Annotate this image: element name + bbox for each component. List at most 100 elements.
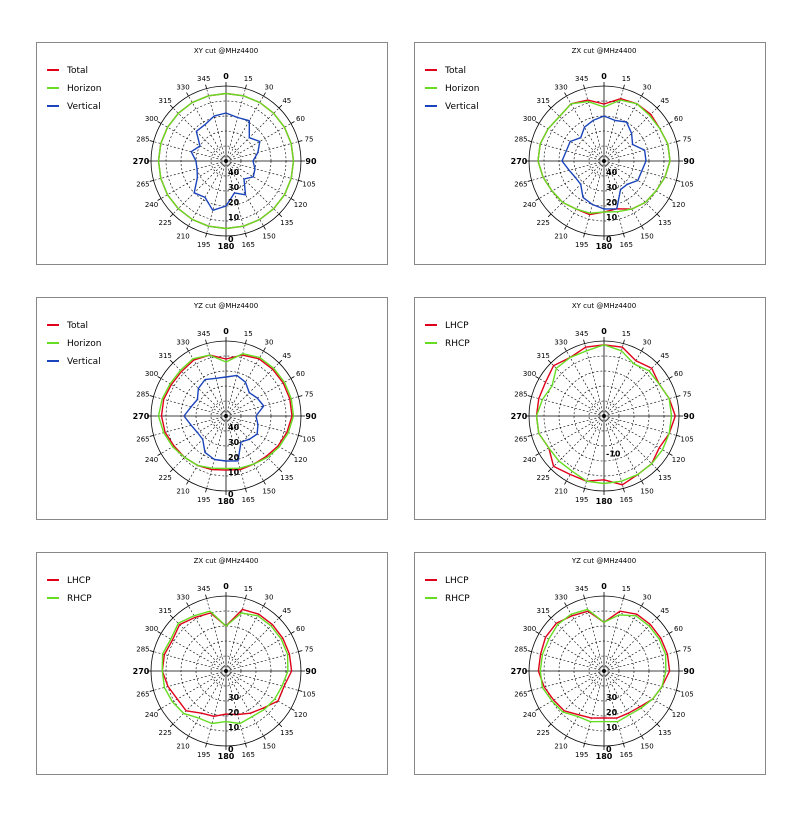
series-line-horizon — [537, 99, 671, 214]
angle-tick — [186, 347, 189, 352]
angle-tick — [547, 614, 552, 619]
legend-label: RHCP — [445, 339, 470, 349]
grid-spoke — [225, 605, 264, 672]
angle-tick — [583, 339, 585, 344]
grid-spoke — [603, 378, 670, 417]
angle-label: 285 — [136, 136, 149, 144]
angle-label: 270 — [133, 667, 150, 676]
angle-label: 120 — [294, 201, 307, 209]
angle-tick — [245, 339, 247, 344]
grid-spoke — [538, 160, 605, 199]
angle-tick — [169, 213, 174, 218]
legend: LHCP RHCP — [425, 321, 470, 349]
angle-tick — [623, 84, 625, 89]
legend-label: Total — [444, 66, 466, 76]
grid-spoke — [584, 343, 605, 417]
angle-tick — [298, 140, 303, 142]
grid-spoke — [225, 598, 246, 672]
angle-label: 240 — [145, 456, 158, 464]
angle-tick — [169, 104, 174, 109]
grid-spoke — [584, 598, 605, 672]
legend-label: LHCP — [445, 321, 469, 331]
angle-tick — [186, 602, 189, 607]
grid-spoke — [603, 160, 670, 199]
angle-tick — [290, 708, 295, 711]
angle-label: 345 — [575, 75, 588, 83]
grid-spoke — [584, 670, 605, 744]
angle-label: 285 — [136, 646, 149, 654]
chart-panel-3: YZ cut @MHz4400 0 15 30 45 60 75 90 105 120 135 150… — [36, 297, 388, 520]
angle-label: 45 — [282, 97, 291, 105]
grid-spoke — [160, 160, 227, 199]
angle-label: 0 — [223, 72, 229, 81]
angle-tick — [278, 723, 283, 728]
angle-label: 225 — [537, 219, 550, 227]
angle-tick — [564, 480, 567, 485]
grid-spoke — [603, 670, 642, 737]
angle-tick — [623, 339, 625, 344]
angle-label: 330 — [176, 594, 189, 602]
angle-tick — [623, 594, 625, 599]
grid-spoke — [225, 378, 292, 417]
angle-label: 240 — [145, 201, 158, 209]
angle-label: 15 — [622, 585, 631, 593]
grid-spoke — [566, 415, 605, 482]
angle-tick — [157, 121, 162, 124]
angle-label: 0 — [223, 582, 229, 591]
legend: Total Horizon Vertical — [425, 66, 479, 112]
angle-tick — [641, 602, 644, 607]
grid-spoke — [172, 362, 227, 417]
angle-tick — [278, 468, 283, 473]
angle-tick — [157, 198, 162, 201]
angle-tick — [535, 708, 540, 711]
radial-label: 30 — [606, 693, 618, 702]
angle-label: 165 — [242, 496, 255, 504]
angle-label: 265 — [514, 690, 527, 698]
series-line-horizon — [157, 353, 295, 470]
series-line-rhcp — [161, 610, 289, 725]
legend-label: Vertical — [67, 357, 101, 367]
angle-label: 195 — [575, 241, 588, 249]
grid-spoke — [603, 123, 670, 162]
legend-label: RHCP — [67, 594, 92, 604]
angle-label: 240 — [145, 711, 158, 719]
angle-tick — [186, 735, 189, 740]
angle-label: 330 — [554, 594, 567, 602]
grid-spoke — [225, 350, 264, 417]
angle-label: 120 — [294, 711, 307, 719]
angle-label: 300 — [523, 625, 536, 633]
grid-spoke — [538, 123, 605, 162]
grid-spoke — [603, 605, 642, 672]
angle-label: 330 — [176, 84, 189, 92]
grid-spoke — [538, 670, 605, 709]
series-line-vertical — [190, 112, 261, 212]
angle-tick — [290, 121, 295, 124]
grid-spoke — [225, 123, 292, 162]
angle-label: 315 — [159, 352, 172, 360]
angle-label: 315 — [537, 352, 550, 360]
grid-spoke — [160, 633, 227, 672]
angle-label: 330 — [554, 84, 567, 92]
grid-spoke — [225, 415, 246, 489]
grid-spoke — [603, 670, 658, 725]
angle-tick — [263, 92, 266, 97]
angle-label: 225 — [159, 219, 172, 227]
legend-label: RHCP — [445, 594, 470, 604]
radial-label: 20 — [606, 708, 618, 717]
grid-spoke — [531, 651, 605, 672]
angle-tick — [169, 723, 174, 728]
grid-spoke — [188, 95, 227, 162]
angle-tick — [623, 233, 625, 238]
angle-label: 210 — [554, 742, 567, 750]
radial-label: 0 — [228, 490, 234, 499]
angle-label: 165 — [620, 751, 633, 759]
angle-tick — [149, 140, 154, 142]
angle-tick — [583, 594, 585, 599]
angle-tick — [656, 468, 661, 473]
grid-spoke — [531, 396, 605, 417]
grid-spoke — [603, 617, 658, 672]
angle-tick — [157, 631, 162, 634]
radial-label: 10 — [228, 468, 240, 477]
legend-label: Horizon — [67, 339, 101, 349]
angle-tick — [527, 690, 532, 692]
